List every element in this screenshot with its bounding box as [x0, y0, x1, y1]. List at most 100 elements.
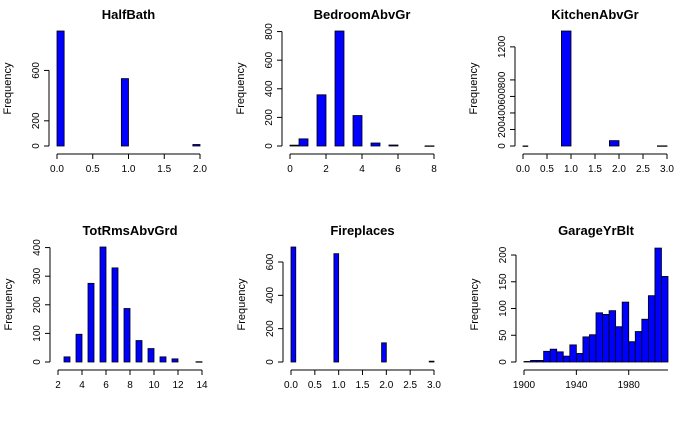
panel-title: HalfBath	[102, 7, 156, 22]
histogram-bar	[352, 115, 363, 147]
x-tick-label: 1.5	[356, 380, 370, 391]
histogram-bar	[135, 340, 143, 363]
x-tick-label: 2	[55, 380, 61, 391]
y-tick-label: 1200	[497, 35, 508, 58]
x-tick-label: 3.0	[427, 380, 441, 391]
x-tick-label: 1.0	[564, 164, 578, 175]
y-tick-label: 300	[32, 267, 43, 284]
histogram-bar	[428, 360, 435, 363]
histogram-bar	[569, 344, 577, 363]
histogram-bar	[192, 144, 201, 147]
y-tick-label: 600	[264, 51, 275, 68]
x-tick-label: 0.0	[50, 164, 64, 175]
y-tick-label: 200	[498, 246, 509, 263]
histogram-bar	[56, 30, 65, 147]
y-tick-label: 150	[498, 273, 509, 290]
histogram-bar	[628, 341, 636, 363]
x-tick-label: 14	[196, 380, 208, 391]
histogram-bar	[63, 356, 71, 363]
y-tick-label: 200	[497, 121, 508, 138]
y-tick-label: 100	[498, 300, 509, 317]
x-tick-label: 0.0	[516, 164, 530, 175]
histogram-bar	[334, 30, 345, 147]
y-axis-label: Frequency	[235, 62, 247, 114]
y-tick-label: 400	[264, 80, 275, 97]
x-tick-label: 2.5	[636, 164, 650, 175]
x-tick-label: 10	[148, 380, 160, 391]
histogram-bar	[381, 342, 387, 363]
y-tick-label: 600	[265, 253, 276, 270]
histogram-panel-totrmsabvgrd: TotRmsAbvGrd Frequency 2 4 6 8 10 12 14 0 100 200 30…	[3, 223, 208, 391]
histogram-bar	[549, 348, 558, 363]
x-tick-label: 1980	[618, 380, 641, 391]
histogram-bar	[87, 282, 95, 363]
x-tick-label: 12	[172, 380, 184, 391]
panel-title: KitchenAbvGr	[551, 7, 638, 22]
y-tick-label: 400	[32, 239, 43, 256]
x-tick-label: 3.0	[660, 164, 674, 175]
y-tick-label: 50	[498, 329, 509, 341]
y-tick-label: 200	[31, 112, 42, 129]
histogram-bar	[424, 145, 435, 147]
y-tick-label: 0	[497, 143, 508, 149]
x-tick-label: 0	[287, 164, 293, 175]
histogram-bar	[289, 144, 300, 147]
y-tick-label: 200	[265, 320, 276, 337]
histogram-bar	[522, 145, 529, 147]
y-tick-label: 600	[497, 88, 508, 105]
y-tick-label: 0	[264, 143, 275, 149]
histogram-panel-kitchenabvgr: KitchenAbvGr Frequency 0.0 0.5 1.0 1.5 2.0 2.5 3…	[468, 7, 674, 175]
histogram-bar	[290, 246, 297, 363]
x-tick-label: 6	[103, 380, 109, 391]
histogram-bar	[370, 142, 381, 147]
y-axis-label: Frequency	[3, 278, 15, 330]
y-tick-label: 0	[265, 359, 276, 365]
histogram-bar	[615, 326, 623, 363]
y-tick-label: 200	[264, 109, 275, 126]
y-axis-label: Frequency	[2, 62, 14, 114]
x-tick-label: 0.5	[308, 380, 322, 391]
histogram-bar	[75, 333, 83, 363]
histogram-panel-fireplaces: Fireplaces Frequency 0.0 0.5 1.0 1.5 2.0 2.5 3.0…	[236, 223, 441, 391]
y-tick-label: 400	[497, 104, 508, 121]
y-tick-label: 100	[32, 325, 43, 342]
x-tick-label: 1.5	[588, 164, 602, 175]
histogram-panel-bedroomabvgr: BedroomAbvGr Frequency 0 2 4 6 8 0 200 400 600 800	[235, 7, 437, 175]
x-tick-label: 2.0	[379, 380, 393, 391]
x-tick-label: 8	[127, 380, 133, 391]
x-tick-label: 1940	[565, 380, 588, 391]
x-tick-label: 1.0	[332, 380, 346, 391]
x-tick-label: 0.0	[284, 380, 298, 391]
histogram-bar	[657, 145, 668, 147]
histogram-bar	[333, 253, 340, 363]
y-axis-label: Frequency	[469, 278, 481, 330]
x-tick-label: 2.5	[403, 380, 417, 391]
y-tick-label: 800	[264, 23, 275, 40]
y-axis-label: Frequency	[236, 278, 248, 330]
histogram-bar	[595, 312, 603, 363]
x-tick-label: 0.5	[86, 164, 100, 175]
histogram-bar	[530, 359, 538, 363]
histogram-bar	[543, 350, 551, 363]
histogram-bar	[647, 295, 656, 363]
histogram-bar	[99, 246, 107, 363]
histogram-bar	[316, 94, 327, 147]
panel-title: TotRmsAbvGrd	[82, 223, 177, 238]
histogram-bar	[147, 348, 155, 363]
x-tick-label: 4	[359, 164, 365, 175]
x-tick-label: 2.0	[193, 164, 207, 175]
histogram-bar	[661, 276, 669, 363]
histogram-bar	[609, 140, 620, 147]
x-tick-label: 0.5	[540, 164, 554, 175]
y-tick-label: 200	[32, 296, 43, 313]
histogram-bar	[123, 308, 131, 363]
x-tick-label: 4	[79, 380, 85, 391]
y-tick-label: 0	[31, 143, 42, 149]
histogram-bar	[556, 351, 564, 363]
y-tick-label: 800	[497, 71, 508, 88]
histogram-bar	[575, 353, 584, 363]
histogram-bar	[388, 144, 399, 147]
y-tick-label: 600	[31, 62, 42, 79]
histogram-bar	[641, 318, 649, 363]
histogram-bar	[171, 358, 179, 363]
